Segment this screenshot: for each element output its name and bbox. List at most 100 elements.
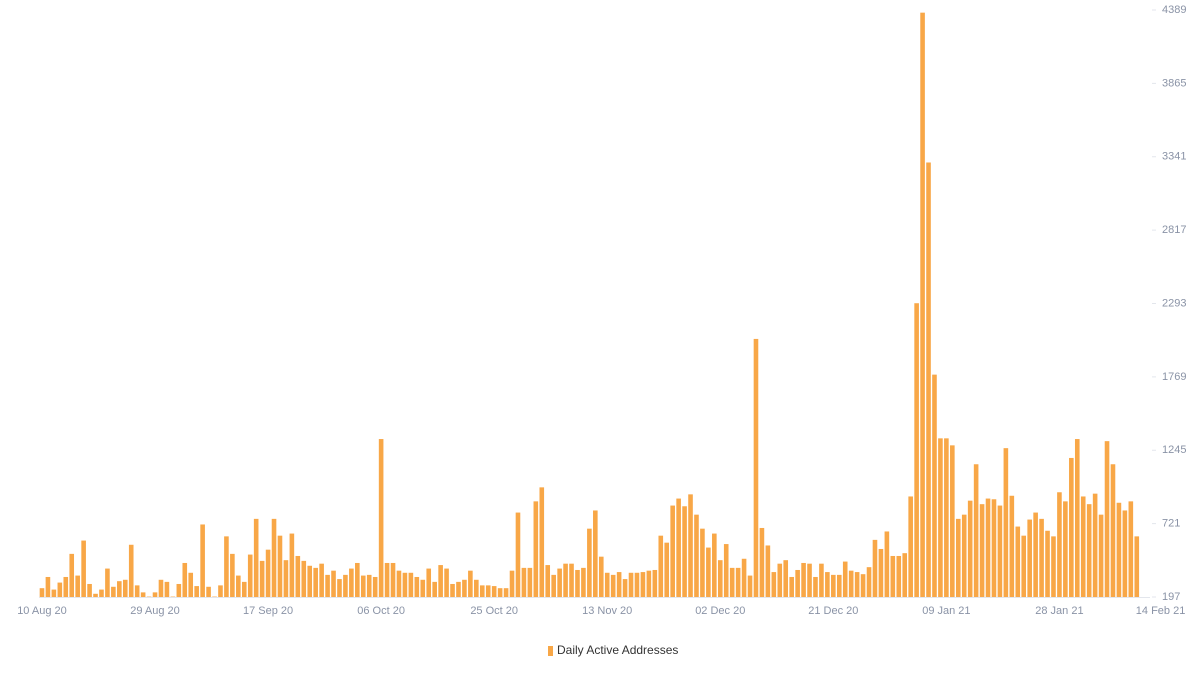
bar (967, 500, 973, 597)
bar (349, 568, 354, 597)
bar (521, 567, 527, 597)
bar (1104, 441, 1110, 597)
bar (747, 575, 753, 597)
bar (765, 545, 771, 597)
bar (343, 574, 348, 597)
bar (1039, 518, 1044, 597)
bar (866, 567, 872, 597)
bar (152, 592, 158, 597)
bar (759, 527, 765, 597)
bar (45, 576, 51, 597)
bar (1027, 519, 1032, 597)
bar (539, 487, 545, 597)
bar (819, 563, 824, 597)
bar (479, 585, 485, 597)
bar (842, 561, 848, 597)
bar (527, 567, 533, 597)
bar (664, 542, 670, 597)
bar (384, 562, 390, 597)
y-tick-label: 3341 (1162, 151, 1186, 163)
bar (807, 563, 812, 597)
bar (81, 540, 86, 597)
bar (432, 581, 437, 597)
bar (497, 588, 503, 597)
x-tick-label: 06 Oct 20 (357, 605, 405, 617)
bar (831, 574, 836, 597)
bar (325, 574, 330, 597)
bar (616, 572, 622, 597)
bar (545, 565, 551, 597)
bar (355, 562, 360, 597)
bar (128, 544, 134, 597)
bar (1051, 536, 1056, 597)
bar (985, 498, 991, 597)
bar (63, 576, 69, 597)
x-tick-label: 28 Jan 21 (1035, 605, 1083, 617)
bar (408, 572, 414, 597)
bar (194, 586, 199, 597)
bar (712, 533, 717, 597)
x-tick-label: 17 Sep 20 (243, 605, 293, 617)
bar (1015, 526, 1021, 597)
bar (206, 586, 211, 597)
bar (402, 572, 408, 597)
bar (360, 575, 366, 597)
bar (825, 572, 830, 597)
x-tick-label: 10 Aug 20 (17, 605, 67, 617)
bar (813, 576, 818, 597)
bar (307, 565, 313, 597)
bar (640, 572, 646, 597)
bar (688, 494, 693, 597)
bar (1033, 512, 1038, 597)
bar (75, 575, 80, 597)
bar (1122, 510, 1128, 597)
bar (509, 570, 515, 597)
bar (938, 438, 943, 597)
bar (414, 576, 420, 597)
bar (218, 585, 223, 597)
x-tick-label: 21 Dec 20 (808, 605, 858, 617)
y-tick-label: 4389 (1162, 4, 1186, 16)
bar (1134, 536, 1140, 597)
bar (265, 549, 271, 597)
bar (836, 574, 842, 597)
bar (39, 588, 45, 597)
bar (57, 582, 63, 597)
bar (1116, 502, 1122, 597)
bar (456, 581, 461, 597)
bar (87, 583, 92, 597)
bar (51, 589, 57, 597)
bar (944, 438, 949, 597)
bar (706, 547, 711, 597)
bar (598, 556, 604, 597)
bar (319, 563, 324, 597)
bar (926, 162, 931, 597)
bar (1074, 439, 1080, 597)
x-tick-label: 14 Feb 21 (1136, 605, 1186, 617)
bar (1021, 535, 1027, 597)
bar (1057, 492, 1062, 597)
bar (164, 581, 170, 597)
bar (581, 567, 586, 597)
bar (563, 563, 568, 597)
bar (646, 570, 652, 597)
x-tick-label: 29 Aug 20 (130, 605, 180, 617)
bar (872, 539, 878, 597)
bar (997, 505, 1003, 597)
bar (93, 593, 98, 597)
bar (973, 464, 979, 597)
bar (848, 570, 854, 597)
bar (468, 570, 473, 597)
bar (396, 570, 402, 597)
bar (920, 12, 925, 598)
x-tick-label: 02 Dec 20 (695, 605, 745, 617)
bar (723, 544, 729, 597)
bar (593, 510, 598, 597)
bar (1086, 504, 1092, 597)
bar (801, 562, 806, 597)
bar (515, 512, 521, 597)
bar (372, 576, 378, 597)
bar (366, 574, 372, 597)
bar (902, 553, 908, 597)
bar (575, 569, 580, 597)
